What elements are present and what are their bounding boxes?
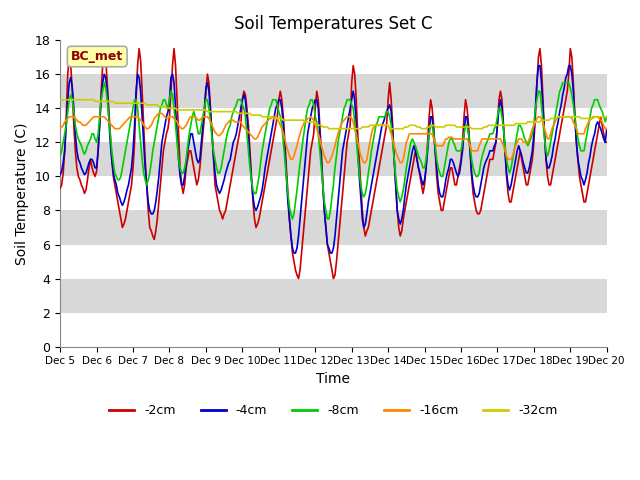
-4cm <box>158 139 166 145</box>
-8cm <box>56 153 64 159</box>
-8cm <box>603 114 611 120</box>
-4cm <box>534 63 542 69</box>
-8cm <box>100 80 108 85</box>
-2cm <box>389 122 397 128</box>
-4cm <box>72 131 79 137</box>
-16cm <box>155 110 163 116</box>
-16cm <box>159 112 167 118</box>
-2cm <box>72 148 79 154</box>
-16cm <box>371 122 378 128</box>
Line: -8cm: -8cm <box>60 83 607 219</box>
-8cm <box>401 177 409 183</box>
Line: -16cm: -16cm <box>60 113 607 163</box>
-16cm <box>72 116 79 121</box>
-16cm <box>324 160 332 166</box>
-2cm <box>603 139 611 145</box>
Line: -32cm: -32cm <box>60 100 607 129</box>
-16cm <box>389 136 397 142</box>
-32cm <box>603 114 611 120</box>
-4cm <box>56 172 64 178</box>
-32cm <box>72 97 79 103</box>
Bar <box>60 40 607 74</box>
-32cm <box>325 126 333 132</box>
X-axis label: Time: Time <box>316 372 351 386</box>
-2cm <box>56 185 64 191</box>
-8cm <box>389 139 397 145</box>
-4cm <box>399 207 407 213</box>
-2cm <box>401 207 409 213</box>
-8cm <box>371 131 378 137</box>
-32cm <box>399 126 407 132</box>
-2cm <box>100 46 108 51</box>
Line: -4cm: -4cm <box>60 66 607 253</box>
-4cm <box>290 250 298 256</box>
-32cm <box>56 97 64 103</box>
-16cm <box>539 119 547 125</box>
Bar <box>60 108 607 142</box>
Bar <box>60 312 607 347</box>
-16cm <box>401 148 409 154</box>
Bar <box>60 244 607 278</box>
Y-axis label: Soil Temperature (C): Soil Temperature (C) <box>15 122 29 264</box>
-8cm <box>159 97 167 103</box>
-2cm <box>539 97 547 103</box>
-4cm <box>603 126 611 132</box>
-16cm <box>56 126 64 132</box>
-8cm <box>289 216 296 222</box>
-32cm <box>387 126 395 132</box>
Line: -2cm: -2cm <box>60 48 607 278</box>
Text: BC_met: BC_met <box>71 50 124 63</box>
-32cm <box>538 117 545 123</box>
-32cm <box>158 104 166 109</box>
-32cm <box>369 122 377 128</box>
Legend: -2cm, -4cm, -8cm, -16cm, -32cm: -2cm, -4cm, -8cm, -16cm, -32cm <box>104 399 563 422</box>
-2cm <box>294 276 302 281</box>
Title: Soil Temperatures Set C: Soil Temperatures Set C <box>234 15 433 33</box>
-4cm <box>369 173 377 179</box>
-2cm <box>371 191 378 196</box>
-16cm <box>603 126 611 132</box>
-4cm <box>387 109 395 115</box>
-2cm <box>159 148 167 154</box>
-4cm <box>539 106 547 111</box>
Bar <box>60 176 607 210</box>
-8cm <box>72 122 79 128</box>
-8cm <box>539 119 547 125</box>
